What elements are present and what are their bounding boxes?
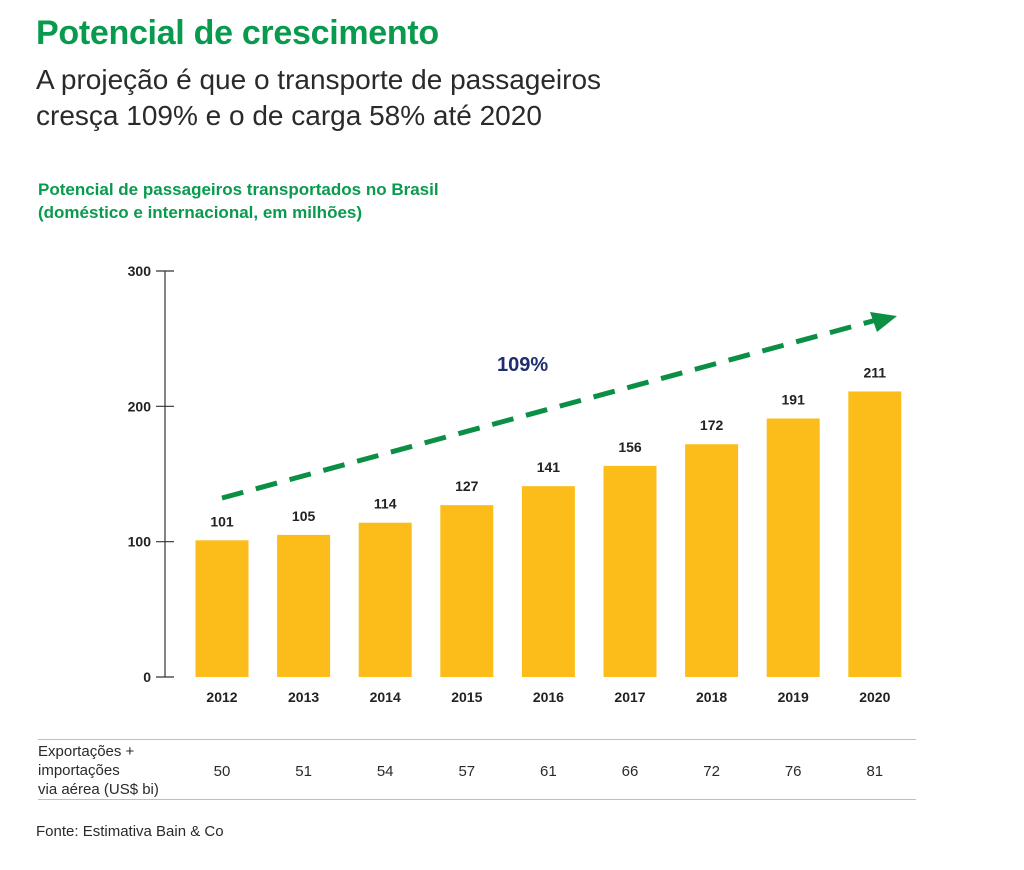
bar-2020 bbox=[848, 391, 902, 677]
y-tick-label: 200 bbox=[128, 398, 152, 414]
bar-labels: 101 105 114 127 141 156 172 191 211 bbox=[210, 364, 886, 529]
bar-value-label: 101 bbox=[210, 513, 234, 529]
table-cell: 76 bbox=[784, 763, 802, 780]
y-axis: 0 100 200 300 bbox=[128, 263, 174, 685]
bar-2017 bbox=[603, 465, 657, 677]
table-cell: 66 bbox=[621, 763, 639, 780]
table-cell: 57 bbox=[458, 763, 476, 780]
table-cell: 51 bbox=[295, 763, 312, 780]
chart-title: Potencial de passageiros transportados n… bbox=[38, 180, 439, 199]
table-cell: 81 bbox=[866, 763, 884, 780]
bar-2018 bbox=[685, 444, 739, 677]
row-label-line-3: via aérea (US$ bi) bbox=[38, 781, 159, 798]
x-tick-label: 2019 bbox=[778, 689, 809, 705]
x-tick-label: 2018 bbox=[696, 689, 727, 705]
table-cell: 72 bbox=[703, 763, 720, 780]
bars bbox=[195, 391, 902, 677]
x-tick-label: 2015 bbox=[451, 689, 482, 705]
subtitle-line-1: A projeção é que o transporte de passage… bbox=[36, 64, 602, 95]
x-tick-label: 2014 bbox=[370, 689, 401, 705]
bar-value-label: 191 bbox=[782, 392, 806, 408]
table-cell: 61 bbox=[540, 763, 557, 780]
table-cell: 50 bbox=[213, 763, 231, 780]
bar-value-label: 105 bbox=[292, 508, 316, 524]
bar-2012 bbox=[195, 540, 249, 677]
row-label-line-1: Exportações + bbox=[38, 743, 135, 760]
table-bottom-rule bbox=[38, 799, 916, 800]
growth-arrowhead bbox=[870, 312, 897, 332]
x-tick-label: 2012 bbox=[206, 689, 237, 705]
y-tick-label: 300 bbox=[128, 263, 152, 279]
bar-2013 bbox=[277, 534, 331, 677]
bar-value-label: 211 bbox=[864, 364, 887, 380]
table-row-label: Exportações + importações via aérea (US$… bbox=[38, 742, 188, 799]
row-label-line-2: importações bbox=[38, 762, 120, 779]
bar-value-label: 172 bbox=[700, 417, 724, 433]
source-note: Fonte: Estimativa Bain & Co bbox=[36, 823, 224, 840]
bar-2014 bbox=[358, 522, 412, 677]
bar-2016 bbox=[521, 486, 575, 677]
table-top-rule bbox=[38, 739, 916, 740]
bar-2015 bbox=[440, 505, 494, 677]
bar-value-label: 114 bbox=[374, 496, 397, 512]
table-cell: 54 bbox=[376, 763, 394, 780]
growth-label: 109% bbox=[497, 354, 548, 376]
subtitle-line-2: cresça 109% e o de carga 58% até 2020 bbox=[36, 100, 542, 131]
bar-chart: 0 100 200 300 101 105 114 127 141 156 172 191 211 2… bbox=[128, 263, 902, 705]
y-tick-label: 0 bbox=[143, 669, 151, 685]
x-tick-label: 2016 bbox=[533, 689, 564, 705]
page-subtitle: A projeção é que o transporte de passage… bbox=[36, 62, 736, 134]
x-tick-label: 2017 bbox=[614, 689, 645, 705]
page-title: Potencial de crescimento bbox=[36, 14, 439, 52]
bar-value-label: 127 bbox=[455, 478, 479, 494]
x-axis-labels: 2012 2013 2014 2015 2016 2017 2018 2019 2020 bbox=[206, 689, 890, 705]
growth-arrow bbox=[221, 316, 881, 501]
x-tick-label: 2020 bbox=[859, 689, 890, 705]
x-tick-label: 2013 bbox=[288, 689, 319, 705]
bar-value-label: 156 bbox=[618, 439, 642, 455]
bar-value-label: 141 bbox=[537, 459, 561, 475]
bar-2019 bbox=[766, 418, 820, 677]
chart-subtitle: (doméstico e internacional, em milhões) bbox=[38, 203, 363, 222]
y-tick-label: 100 bbox=[128, 534, 152, 550]
